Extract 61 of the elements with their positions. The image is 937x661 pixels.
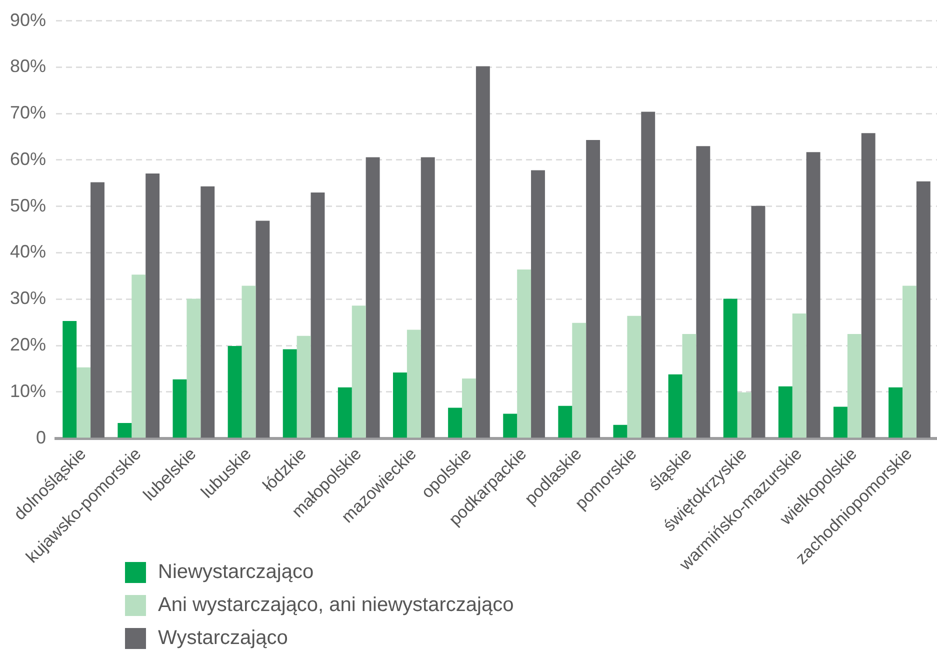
bar [462,378,476,438]
y-tick-label: 70% [10,102,46,123]
y-tick-label: 90% [10,10,46,30]
y-tick-label: 50% [10,195,46,216]
bar [90,182,104,438]
bar [586,140,600,438]
bar [806,152,820,438]
y-tick-label: 0 [36,427,46,448]
bar [186,298,201,438]
bar [200,186,215,438]
y-tick-label: 30% [10,288,46,308]
bar [737,392,752,438]
y-tick-label: 40% [10,242,46,262]
bar [296,336,311,438]
bar [517,269,532,438]
bar [62,320,77,438]
bar [146,173,160,438]
bar [627,316,642,438]
bar [282,349,297,438]
bar [338,387,352,438]
bar [847,334,862,438]
bar [310,192,325,438]
bar [696,146,710,438]
bar [366,157,380,438]
bar [256,220,270,438]
bar [76,367,91,438]
bar [778,386,792,438]
legend-label: Wystarczająco [158,627,288,650]
bar [558,406,572,438]
y-tick-label: 20% [10,334,46,355]
legend-label: Niewystarczająco [158,561,314,584]
bar [503,414,518,438]
bar [118,423,132,438]
bar [751,206,766,438]
bar [172,379,187,438]
bar [861,133,876,438]
bar [228,346,242,438]
y-tick-label: 10% [10,380,46,401]
bar [668,374,682,438]
legend-label: Ani wystarczająco, ani niewystarczająco [158,594,514,617]
bar [792,314,806,438]
bar [393,372,407,438]
bar [888,387,902,438]
bar [613,424,628,438]
bar [448,408,462,438]
y-tick-label: 60% [10,148,46,169]
bar [531,170,545,438]
bar [352,306,366,438]
bar [476,66,490,438]
bar [916,181,930,438]
bar [682,334,696,438]
bar [641,112,656,438]
bar [406,330,421,438]
bar [902,286,916,438]
bar [833,406,848,438]
bar [572,322,586,438]
bar [132,274,146,438]
y-tick-label: 80% [10,56,46,76]
bar [420,157,435,438]
bar [723,298,738,438]
bar [242,286,256,438]
